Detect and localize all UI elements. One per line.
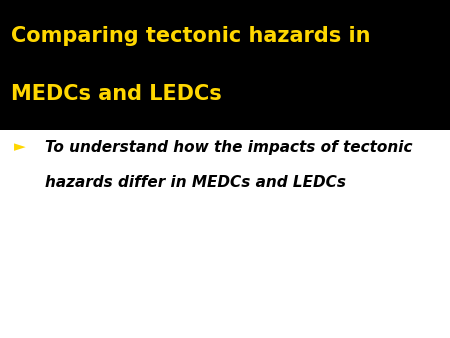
Text: hazards differ in MEDCs and LEDCs: hazards differ in MEDCs and LEDCs [45, 175, 346, 190]
Text: Comparing tectonic hazards in: Comparing tectonic hazards in [11, 26, 371, 46]
Bar [0, 0, 450, 130]
Text: MEDCs and LEDCs: MEDCs and LEDCs [11, 84, 222, 104]
Text: ►: ► [14, 140, 25, 154]
Text: To understand how the impacts of tectonic: To understand how the impacts of tectoni… [45, 140, 413, 154]
